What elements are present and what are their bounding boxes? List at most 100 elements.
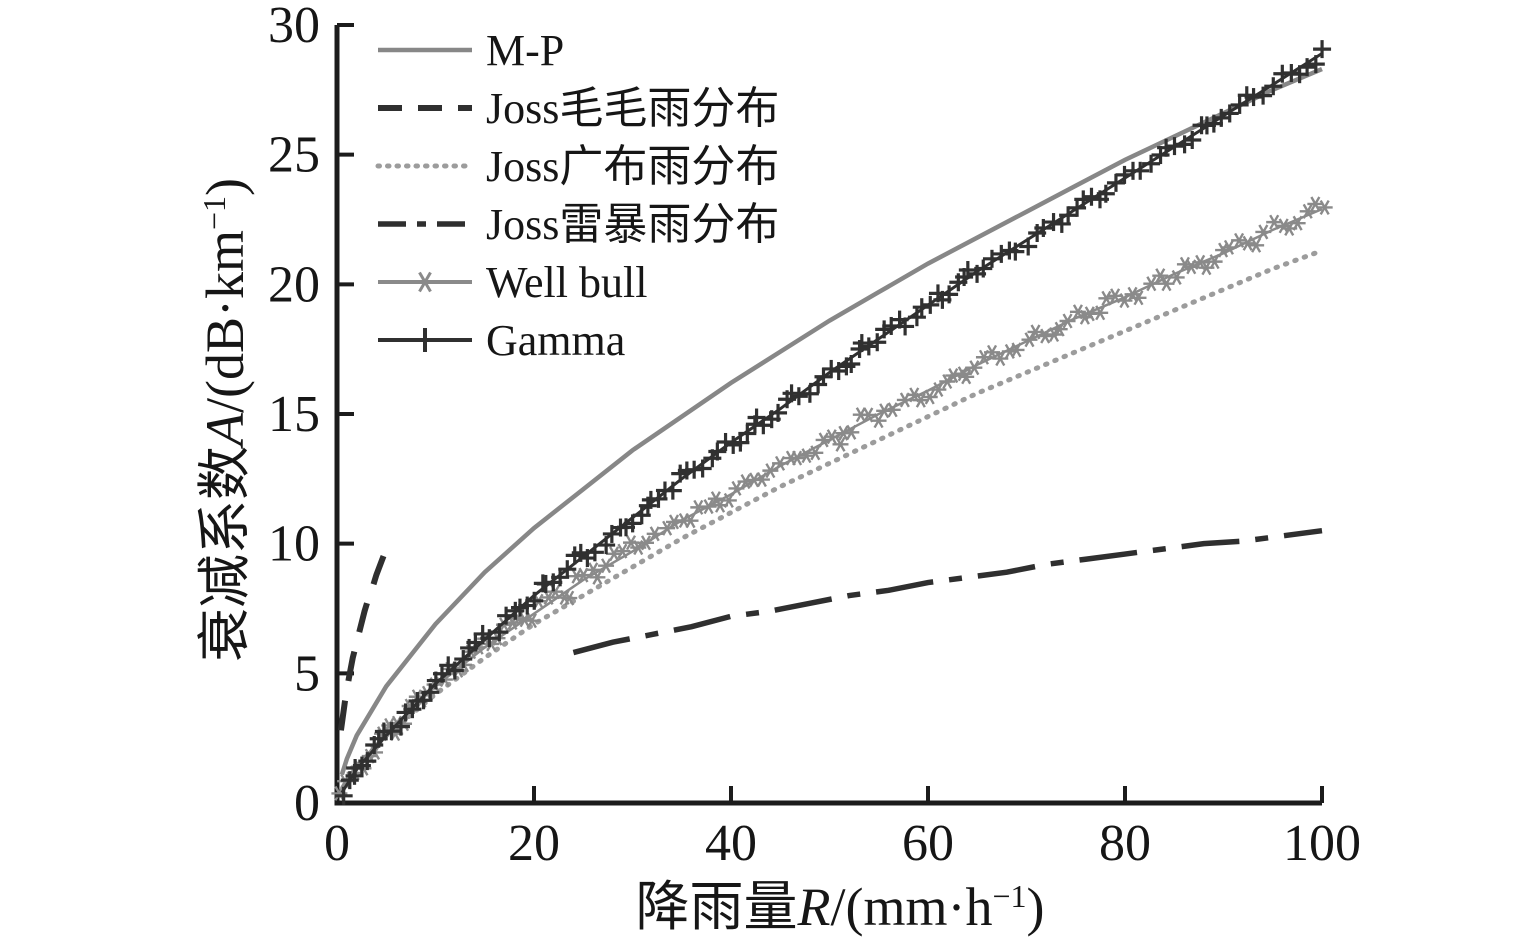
y-label-symbol: A bbox=[195, 412, 255, 449]
series-M-P bbox=[339, 67, 1323, 776]
y-tick-label-20: 20 bbox=[268, 256, 320, 313]
asterisk-marker-icon bbox=[801, 448, 812, 464]
legend-label: M-P bbox=[486, 26, 564, 75]
asterisk-marker-icon bbox=[526, 613, 537, 629]
asterisk-marker-icon bbox=[1269, 214, 1280, 230]
asterisk-marker-icon bbox=[418, 271, 432, 293]
asterisk-marker-icon bbox=[1201, 260, 1212, 276]
asterisk-marker-icon bbox=[1054, 321, 1065, 337]
axes-layer bbox=[334, 23, 1324, 806]
legend-label: Well bull bbox=[486, 258, 647, 307]
asterisk-marker-icon bbox=[625, 535, 637, 551]
asterisk-marker-icon bbox=[731, 480, 742, 496]
legend-item-Joss毛毛雨分布: Joss毛毛雨分布 bbox=[378, 84, 779, 133]
y-tick-label-10: 10 bbox=[268, 516, 320, 573]
y-tick-label-5: 5 bbox=[294, 645, 320, 702]
x-label-superscript: −1 bbox=[992, 878, 1026, 914]
series-Joss毛毛雨分布 bbox=[337, 552, 388, 731]
asterisk-marker-icon bbox=[835, 436, 846, 452]
series-Gamma bbox=[334, 40, 1332, 805]
asterisk-marker-icon bbox=[879, 403, 890, 419]
asterisk-marker-icon bbox=[1040, 328, 1051, 344]
asterisk-marker-icon bbox=[1084, 306, 1095, 322]
asterisk-marker-icon bbox=[1171, 269, 1182, 285]
legend-label: Joss毛毛雨分布 bbox=[486, 84, 779, 133]
asterisk-marker-icon bbox=[693, 499, 704, 515]
asterisk-marker-icon bbox=[1030, 324, 1041, 340]
asterisk-marker-icon bbox=[1302, 203, 1313, 219]
legend-item-Joss雷暴雨分布: Joss雷暴雨分布 bbox=[378, 200, 779, 249]
y-axis-label: 衰减系数A/(dB·km−1) bbox=[195, 178, 255, 662]
series-layer bbox=[331, 40, 1333, 805]
asterisk-marker-icon bbox=[1119, 293, 1130, 309]
asterisk-marker-icon bbox=[933, 381, 944, 398]
asterisk-marker-icon bbox=[1223, 239, 1234, 255]
asterisk-marker-icon bbox=[1209, 254, 1220, 270]
asterisk-marker-icon bbox=[668, 514, 680, 530]
asterisk-marker-icon bbox=[1101, 290, 1112, 306]
y-tick-label-15: 15 bbox=[268, 386, 320, 443]
asterisk-marker-icon bbox=[1095, 305, 1106, 321]
asterisk-marker-icon bbox=[961, 369, 972, 385]
series-line-Joss毛毛雨分布 bbox=[337, 552, 388, 731]
asterisk-marker-icon bbox=[1258, 224, 1269, 240]
x-tick-label-100: 100 bbox=[1283, 815, 1361, 872]
asterisk-marker-icon bbox=[818, 432, 829, 448]
x-tick-label-40: 40 bbox=[705, 815, 757, 872]
asterisk-marker-icon bbox=[617, 543, 628, 559]
asterisk-marker-icon bbox=[1179, 256, 1190, 272]
asterisk-marker-icon bbox=[792, 450, 803, 466]
asterisk-marker-icon bbox=[1146, 276, 1157, 292]
asterisk-marker-icon bbox=[846, 424, 857, 440]
asterisk-marker-icon bbox=[1072, 304, 1083, 320]
asterisk-marker-icon bbox=[969, 360, 980, 376]
asterisk-marker-icon bbox=[1155, 268, 1166, 284]
tick-label-layer: 0 20 40 60 80 100 0 5 10 15 20 25 30 bbox=[268, 0, 1361, 872]
asterisk-marker-icon bbox=[588, 562, 599, 578]
series-Joss雷暴雨分布 bbox=[572, 527, 1323, 656]
asterisk-marker-icon bbox=[986, 344, 998, 360]
x-tick-label-20: 20 bbox=[508, 815, 560, 872]
asterisk-marker-icon bbox=[1127, 286, 1138, 302]
legend-item-M-P: M-P bbox=[378, 26, 564, 75]
asterisk-marker-icon bbox=[662, 520, 673, 536]
x-tick-label-0: 0 bbox=[324, 815, 350, 872]
asterisk-marker-icon bbox=[765, 463, 776, 479]
y-label-superscript: −1 bbox=[196, 196, 232, 230]
x-tick-label-60: 60 bbox=[902, 815, 954, 872]
asterisk-marker-icon bbox=[1319, 199, 1330, 215]
asterisk-marker-icon bbox=[1251, 237, 1262, 253]
asterisk-marker-icon bbox=[1024, 332, 1035, 348]
y-tick-label-0: 0 bbox=[294, 775, 320, 832]
asterisk-marker-icon bbox=[1234, 232, 1245, 248]
asterisk-marker-icon bbox=[640, 535, 652, 551]
asterisk-marker-icon bbox=[1062, 313, 1073, 329]
asterisk-marker-icon bbox=[703, 499, 714, 515]
x-label-prefix: 降雨量 bbox=[635, 877, 797, 937]
asterisk-marker-icon bbox=[1011, 342, 1022, 358]
x-label-symbol: R bbox=[796, 877, 830, 937]
series-line-Joss雷暴雨分布 bbox=[572, 527, 1323, 656]
asterisk-marker-icon bbox=[609, 546, 620, 562]
y-tick-label-30: 30 bbox=[268, 0, 320, 54]
asterisk-marker-icon bbox=[649, 526, 660, 542]
asterisk-marker-icon bbox=[909, 387, 920, 403]
asterisk-marker-icon bbox=[1195, 254, 1206, 270]
y-label-unit-close: ) bbox=[195, 178, 255, 196]
asterisk-marker-icon bbox=[957, 366, 968, 382]
asterisk-marker-icon bbox=[1133, 290, 1144, 306]
x-label-unit-close: ) bbox=[1027, 877, 1045, 937]
asterisk-marker-icon bbox=[685, 513, 696, 529]
asterisk-marker-icon bbox=[1292, 215, 1303, 231]
legend-label: Gamma bbox=[486, 316, 625, 365]
legend: M-P Joss毛毛雨分布 Joss广布雨分布 Joss雷暴雨分布 Well bull G… bbox=[375, 26, 779, 365]
asterisk-marker-icon bbox=[723, 492, 734, 508]
legend-label: Joss广布雨分布 bbox=[486, 142, 779, 191]
legend-item-Joss广布雨分布: Joss广布雨分布 bbox=[375, 142, 779, 191]
asterisk-marker-icon bbox=[592, 569, 603, 585]
asterisk-marker-icon bbox=[756, 472, 767, 488]
asterisk-marker-icon bbox=[600, 558, 612, 574]
asterisk-marker-icon bbox=[740, 474, 751, 490]
asterisk-marker-icon bbox=[887, 402, 898, 418]
asterisk-marker-icon bbox=[550, 584, 561, 600]
